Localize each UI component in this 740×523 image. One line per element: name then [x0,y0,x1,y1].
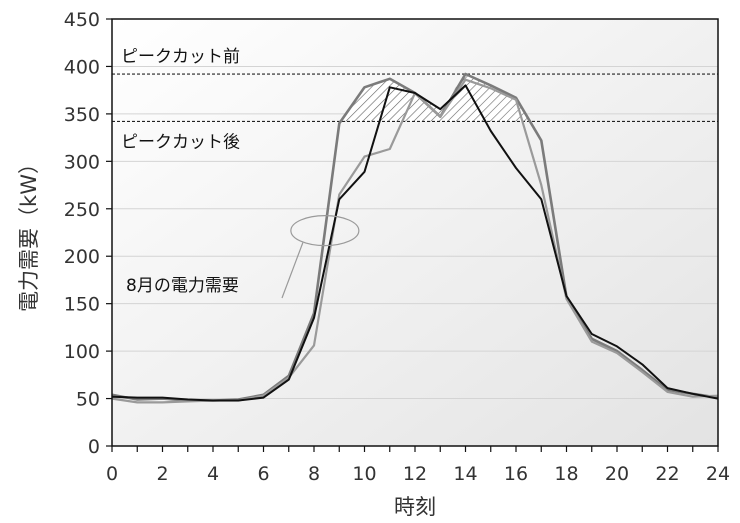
x-axis-title: 時刻 [394,495,436,519]
plot-area [112,19,718,446]
y-tick-label: 400 [64,56,100,78]
x-tick-label: 10 [352,463,376,485]
x-tick-label: 6 [257,463,269,485]
callout-ellipse [290,215,360,247]
x-tick-label: 0 [106,463,118,485]
x-tick-label: 8 [308,463,320,485]
y-tick-label: 0 [88,436,100,458]
y-tick-label: 300 [64,151,100,173]
x-tick-label: 16 [504,463,528,485]
y-tick-label: 200 [64,246,100,268]
y-tick-label: 450 [64,9,100,31]
callout-leader [281,242,304,299]
x-axis-ticks: 0 2 4 6 8 10 12 14 16 18 20 22 24 [106,446,730,485]
x-tick-label: 4 [207,463,219,485]
peak-after-label: ピークカット後 [121,132,240,152]
x-tick-label: 22 [655,463,679,485]
x-tick-label: 20 [605,463,629,485]
y-tick-label: 100 [64,341,100,363]
x-tick-label: 18 [554,463,578,485]
y-tick-label: 350 [64,104,100,126]
y-axis-title: 電力需要（kW） [17,153,41,312]
series-lines [111,72,719,404]
peak-before-label: ピークカット前 [121,47,240,67]
y-tick-label: 150 [64,294,100,316]
gridlines [112,65,718,400]
series-line-3 [111,84,719,402]
x-tick-label: 2 [156,463,168,485]
callout-label: 8月の電力需要 [126,276,239,296]
y-axis-ticks: 0 50 100 150 200 250 300 350 400 450 [64,9,112,458]
x-tick-label: 12 [403,463,427,485]
reference-lines [112,73,718,123]
y-tick-label: 250 [64,199,100,221]
x-tick-label: 14 [453,463,477,485]
x-tick-label: 24 [706,463,730,485]
y-tick-label: 50 [76,389,100,411]
